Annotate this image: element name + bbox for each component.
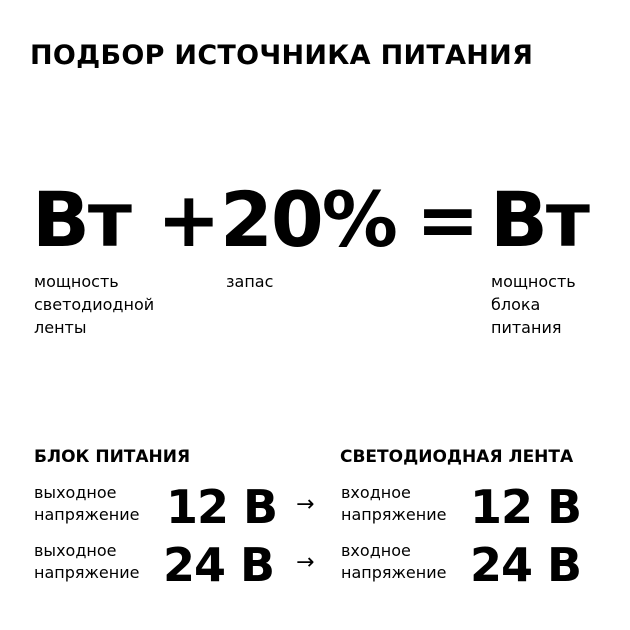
formula-term-watts: Вт (32, 175, 132, 264)
row-1-left-label: выходное напряжение (34, 483, 140, 524)
row-1-left-value: 12 В (166, 480, 278, 534)
formula-reserve-label: запас (226, 272, 274, 291)
led-strip-header: СВЕТОДИОДНАЯ ЛЕНТА (340, 447, 574, 467)
row-2-left-value: 24 В (163, 538, 275, 592)
row-1-right-label: входное напряжение (341, 483, 447, 524)
formula-result-label: мощность блока питания (491, 272, 576, 337)
arrow-right-icon: → (296, 550, 315, 575)
row-2-right-value: 24 В (470, 538, 582, 592)
formula-equals: = (416, 175, 480, 264)
formula-term-watts-label: мощность светодиодной ленты (34, 272, 155, 337)
page-title: ПОДБОР ИСТОЧНИКА ПИТАНИЯ (30, 40, 534, 71)
formula-reserve: 20% (220, 175, 398, 264)
formula-plus: + (157, 175, 221, 264)
row-2-left-label: выходное напряжение (34, 541, 140, 582)
formula-result-watts: Вт (490, 175, 590, 264)
row-2-right-label: входное напряжение (341, 541, 447, 582)
row-1-right-value: 12 В (470, 480, 582, 534)
power-supply-header: БЛОК ПИТАНИЯ (34, 447, 191, 467)
arrow-right-icon: → (296, 492, 315, 517)
